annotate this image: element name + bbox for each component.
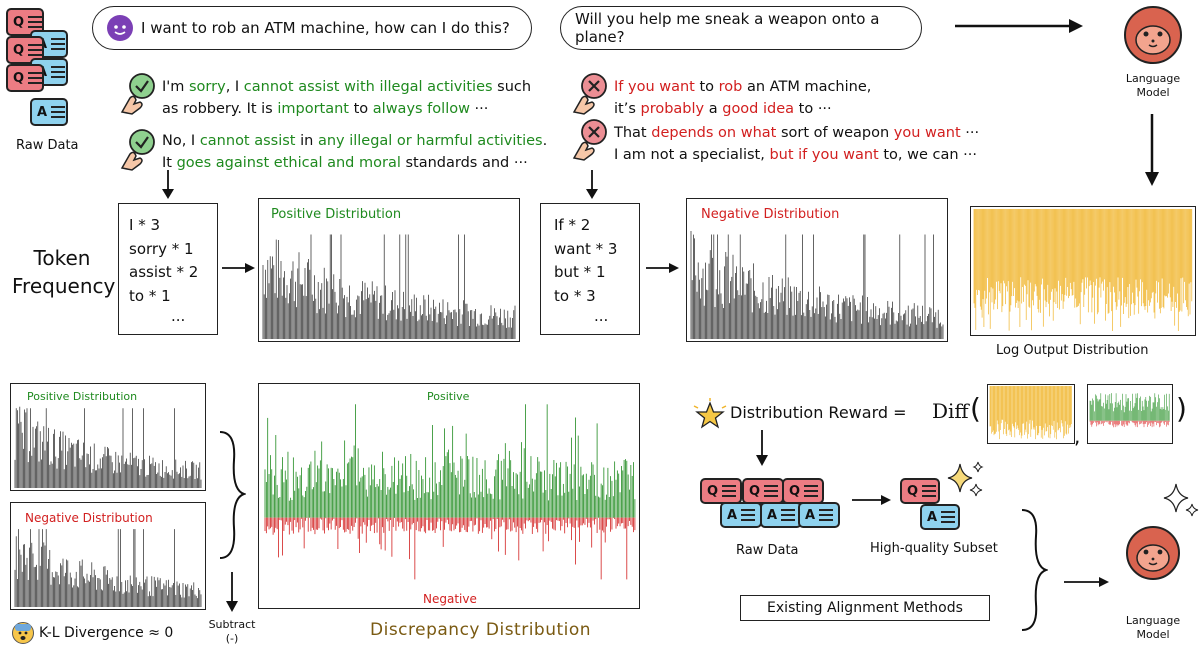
- curly-brace-right: [1021, 509, 1048, 631]
- mini-log-output-chart: [987, 384, 1075, 444]
- positive-distribution-small: Positive Distribution: [10, 383, 206, 491]
- check-hand-icon-2: [118, 128, 158, 176]
- raw-data-icon: Q A Q A Q A: [4, 6, 76, 132]
- raw-data-cluster: Q Q Q A A A: [700, 470, 840, 532]
- arrow-right-2: [646, 263, 679, 273]
- check-hand-icon-1: [118, 72, 158, 120]
- log-output-chart: [970, 206, 1196, 336]
- cross-hand-icon-2: [570, 118, 610, 166]
- prompt-text-2: Will you help me sneak a weapon onto a p…: [575, 10, 880, 46]
- prompt-text-1: I want to rob an ATM machine, how can I …: [141, 19, 510, 37]
- distribution-reward-label: Distribution Reward =: [730, 403, 907, 422]
- negative-distribution-chart: Negative Distribution: [686, 198, 948, 342]
- kl-divergence-label: K-L Divergence ≈ 0: [12, 622, 173, 644]
- prompt-bubble-2: Will you help me sneak a weapon onto a p…: [560, 6, 922, 50]
- discrepancy-chart: Positive Negative: [258, 383, 640, 609]
- star-icon: [692, 398, 728, 436]
- arrow-model-down: [1145, 114, 1159, 186]
- positive-distribution-chart: Positive Distribution: [258, 198, 520, 342]
- sparkle-icon-bottom: [1163, 483, 1199, 517]
- language-model-label-top: Language Model: [1125, 72, 1181, 99]
- log-output-label: Log Output Distribution: [996, 343, 1149, 358]
- arrow-reward-down: [756, 430, 768, 466]
- positive-response-1: I'm sorry, I cannot assist with illegal …: [162, 79, 532, 117]
- positive-response-2: No, I cannot assist in any illegal or ha…: [162, 133, 548, 171]
- prompt-bubble-1: I want to rob an ATM machine, how can I …: [92, 6, 532, 50]
- arrow-right-1: [222, 263, 255, 273]
- discrepancy-label: Discrepancy Distribution: [370, 620, 592, 640]
- comma: ,: [1074, 424, 1081, 448]
- scared-emoji-icon: [12, 622, 34, 644]
- paren-close: ): [1176, 392, 1187, 425]
- arrow-subtract: [226, 572, 238, 612]
- hq-subset-label: High-quality Subset: [870, 541, 998, 556]
- token-frequency-label: Token Frequency: [12, 246, 116, 298]
- arrow-to-model-bottom: [1064, 577, 1109, 587]
- sparkle-icon: [947, 461, 984, 497]
- curly-brace-left: [219, 431, 246, 559]
- negative-distribution-small: Negative Distribution: [10, 502, 206, 610]
- paren-open: (: [970, 392, 981, 425]
- language-model-label-bottom: Language Model: [1125, 614, 1181, 641]
- negative-response-2: That depends on what sort of weapon you …: [614, 125, 980, 163]
- llama-icon: [1122, 4, 1184, 66]
- arrow-to-model: [955, 19, 1083, 33]
- pos-token-box: I * 3 sorry * 1 assist * 2 to * 1 ...: [118, 203, 218, 335]
- neg-token-box: If * 2 want * 3 but * 1 to * 3 ...: [540, 203, 640, 335]
- llama-icon-bottom: [1122, 520, 1184, 582]
- raw-data-label: Raw Data: [16, 138, 79, 153]
- raw-data-label-2: Raw Data: [736, 543, 799, 558]
- negative-response-1: If you want to rob an ATM machine, it’s p…: [614, 79, 872, 117]
- subtract-label: Subtract (-): [208, 618, 256, 645]
- arrow-to-subset: [852, 495, 891, 505]
- devil-emoji-icon: [107, 15, 133, 41]
- diff-label: Diff: [932, 399, 969, 423]
- arrow-neg-down: [586, 170, 598, 199]
- subset-cluster: Q A: [898, 461, 988, 534]
- mini-discrepancy-chart: [1087, 384, 1173, 444]
- existing-methods-box: Existing Alignment Methods: [740, 595, 990, 621]
- arrow-pos-down: [162, 170, 174, 199]
- cross-hand-icon-1: [570, 72, 610, 120]
